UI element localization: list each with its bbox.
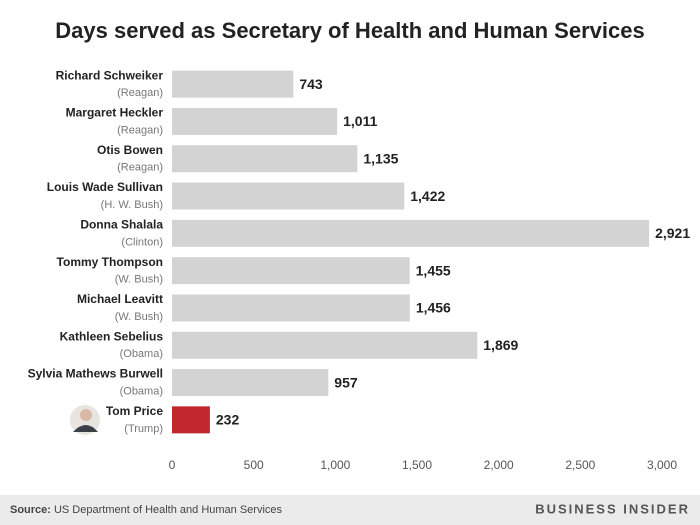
- category-sublabel: (Reagan): [117, 87, 163, 99]
- x-tick-label: 0: [169, 458, 176, 472]
- source: Source: US Department of Health and Human…: [10, 504, 283, 516]
- bar: [172, 294, 410, 322]
- portrait-icon: [70, 405, 100, 435]
- category-label: Otis Bowen: [97, 143, 163, 157]
- category-label: Michael Leavitt: [77, 292, 163, 306]
- x-tick-label: 3,000: [647, 458, 677, 472]
- value-label: 1,422: [410, 188, 445, 204]
- footer-band: [0, 495, 700, 525]
- category-sublabel: (Reagan): [117, 124, 163, 136]
- value-label: 1,455: [416, 262, 451, 278]
- value-label: 232: [216, 412, 240, 428]
- category-label: Donna Shalala: [80, 218, 163, 232]
- category-sublabel: (Reagan): [117, 162, 163, 174]
- source-text: US Department of Health and Human Servic…: [54, 504, 283, 516]
- category-label: Richard Schweiker: [56, 68, 164, 82]
- brand: BUSINESS INSIDER: [535, 501, 690, 516]
- x-tick-label: 2,500: [565, 458, 595, 472]
- value-label: 1,456: [416, 300, 451, 316]
- value-label: 1,135: [363, 150, 398, 166]
- bar: [172, 70, 294, 98]
- category-label: Louis Wade Sullivan: [47, 180, 163, 194]
- x-tick-label: 1,000: [320, 458, 350, 472]
- bar: [172, 257, 410, 285]
- bar: [172, 331, 478, 359]
- x-tick-label: 500: [244, 458, 264, 472]
- chart-title: Days served as Secretary of Health and H…: [55, 18, 644, 43]
- bar: [172, 145, 358, 173]
- category-sublabel: (Clinton): [121, 236, 163, 248]
- value-label: 2,921: [655, 225, 690, 241]
- value-label: 1,869: [483, 337, 518, 353]
- bar: [172, 369, 329, 397]
- category-label: Tommy Thompson: [57, 255, 163, 269]
- x-tick-label: 1,500: [402, 458, 432, 472]
- category-sublabel: (Obama): [120, 348, 163, 360]
- category-label: Tom Price: [106, 404, 163, 418]
- category-label: Kathleen Sebelius: [60, 329, 164, 343]
- bar: [172, 182, 405, 210]
- category-sublabel: (H. W. Bush): [101, 199, 163, 211]
- value-label: 957: [334, 374, 358, 390]
- category-sublabel: (W. Bush): [115, 311, 163, 323]
- category-label: Sylvia Mathews Burwell: [28, 367, 163, 381]
- bar: [172, 406, 210, 434]
- value-label: 743: [299, 76, 323, 92]
- category-label: Margaret Heckler: [66, 106, 164, 120]
- x-tick-label: 2,000: [484, 458, 514, 472]
- category-sublabel: (Obama): [120, 385, 163, 397]
- source-label: Source:: [10, 504, 51, 516]
- value-label: 1,011: [343, 113, 377, 129]
- category-sublabel: (Trump): [124, 423, 163, 435]
- bar: [172, 219, 650, 247]
- bar: [172, 107, 338, 135]
- category-sublabel: (W. Bush): [115, 274, 163, 286]
